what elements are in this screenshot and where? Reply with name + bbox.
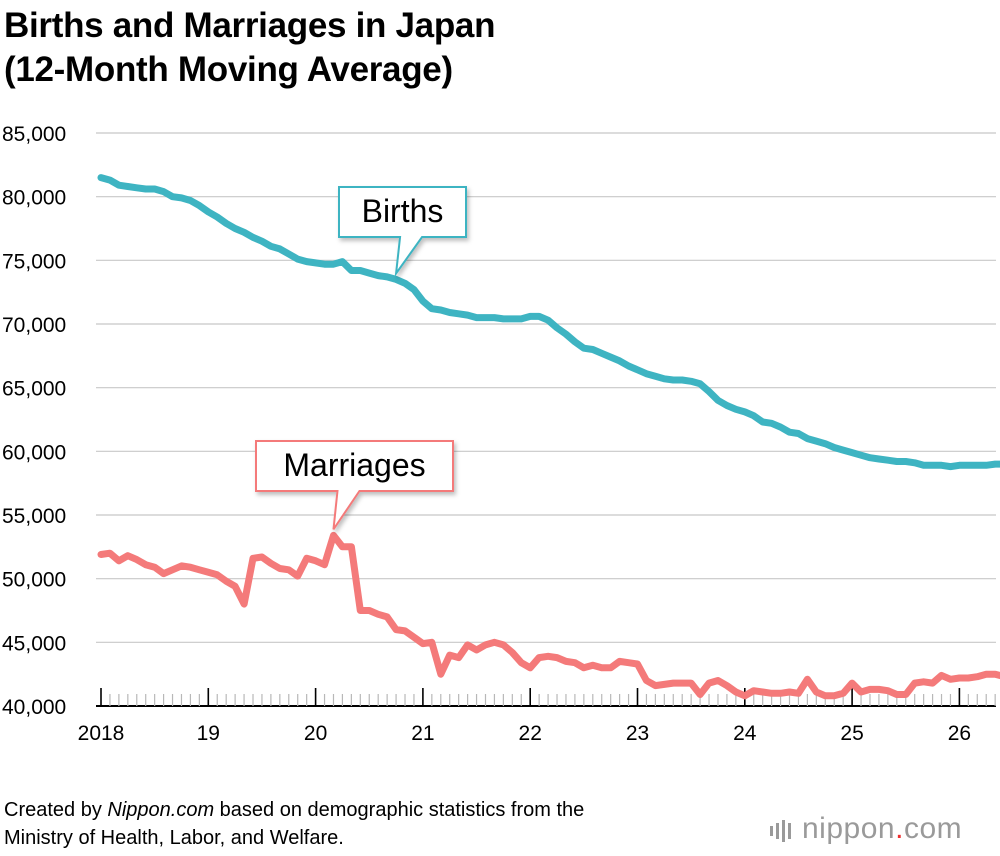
title-line-1: Births and Marriages in Japan	[4, 6, 496, 45]
x-tick-label: 25	[840, 722, 863, 745]
y-tick-label: 45,000	[2, 632, 66, 655]
callout-label: Births	[362, 193, 444, 229]
x-tick-label: 21	[411, 722, 434, 745]
y-tick-label: 65,000	[2, 378, 66, 401]
y-tick-label: 60,000	[2, 441, 66, 464]
title-line-2: (12-Month Moving Average)	[4, 50, 453, 89]
series-lines	[97, 174, 1000, 700]
x-tick-label: 22	[519, 722, 542, 745]
source-line-2: Ministry of Health, Labor, and Welfare.	[4, 827, 344, 849]
x-tick-label: 20	[304, 722, 327, 745]
x-tick-label: 19	[197, 722, 220, 745]
callout-marriages: Marriages	[255, 440, 454, 530]
callout-box	[338, 186, 467, 278]
x-tick-label: 26	[948, 722, 971, 745]
logo-tld: com	[903, 812, 963, 845]
y-tick-label: 50,000	[2, 569, 66, 592]
x-tick-label: 24	[733, 722, 757, 745]
logo-name: nippon	[802, 812, 896, 845]
x-axis-tick-labels: 2018 19 20 21 22 23 24 25 26	[78, 722, 971, 745]
gridlines	[96, 132, 996, 707]
series-line-marriages	[97, 531, 1000, 700]
series-callouts: Births Marriages	[255, 186, 467, 530]
y-axis-tick-labels: 40,000 45,000 50,000 55,000 60,000 65,000 70,0…	[2, 123, 66, 719]
births-marriages-chart: 40,000 45,000 50,000 55,000 60,000 65,000 70,0…	[2, 123, 1000, 745]
series-line-births	[97, 174, 1000, 471]
callout-label: Marriages	[283, 447, 425, 483]
source-prefix: Created by	[4, 799, 108, 821]
chart-title: Births and Marriages in Japan (12-Month …	[4, 4, 495, 92]
x-tick-label: 23	[626, 722, 649, 745]
source-name: Nippon.com	[107, 799, 215, 821]
y-tick-label: 85,000	[2, 123, 66, 146]
x-axis-minor-ticks	[100, 688, 996, 706]
nippon-logo: nippon.com	[770, 812, 962, 847]
y-tick-label: 55,000	[2, 505, 66, 528]
callout-box	[255, 440, 454, 530]
logo-bars-icon	[770, 813, 794, 847]
y-tick-label: 75,000	[2, 250, 66, 273]
source-suffix: based on demographic statistics from the	[214, 799, 585, 821]
x-tick-label: 2018	[78, 722, 125, 745]
y-tick-label: 80,000	[2, 187, 66, 210]
y-tick-label: 70,000	[2, 314, 66, 337]
logo-dot: .	[895, 812, 904, 845]
source-note: Created by Nippon.com based on demograph…	[4, 796, 584, 852]
y-tick-label: 40,000	[2, 696, 66, 719]
callout-births: Births	[338, 186, 467, 278]
